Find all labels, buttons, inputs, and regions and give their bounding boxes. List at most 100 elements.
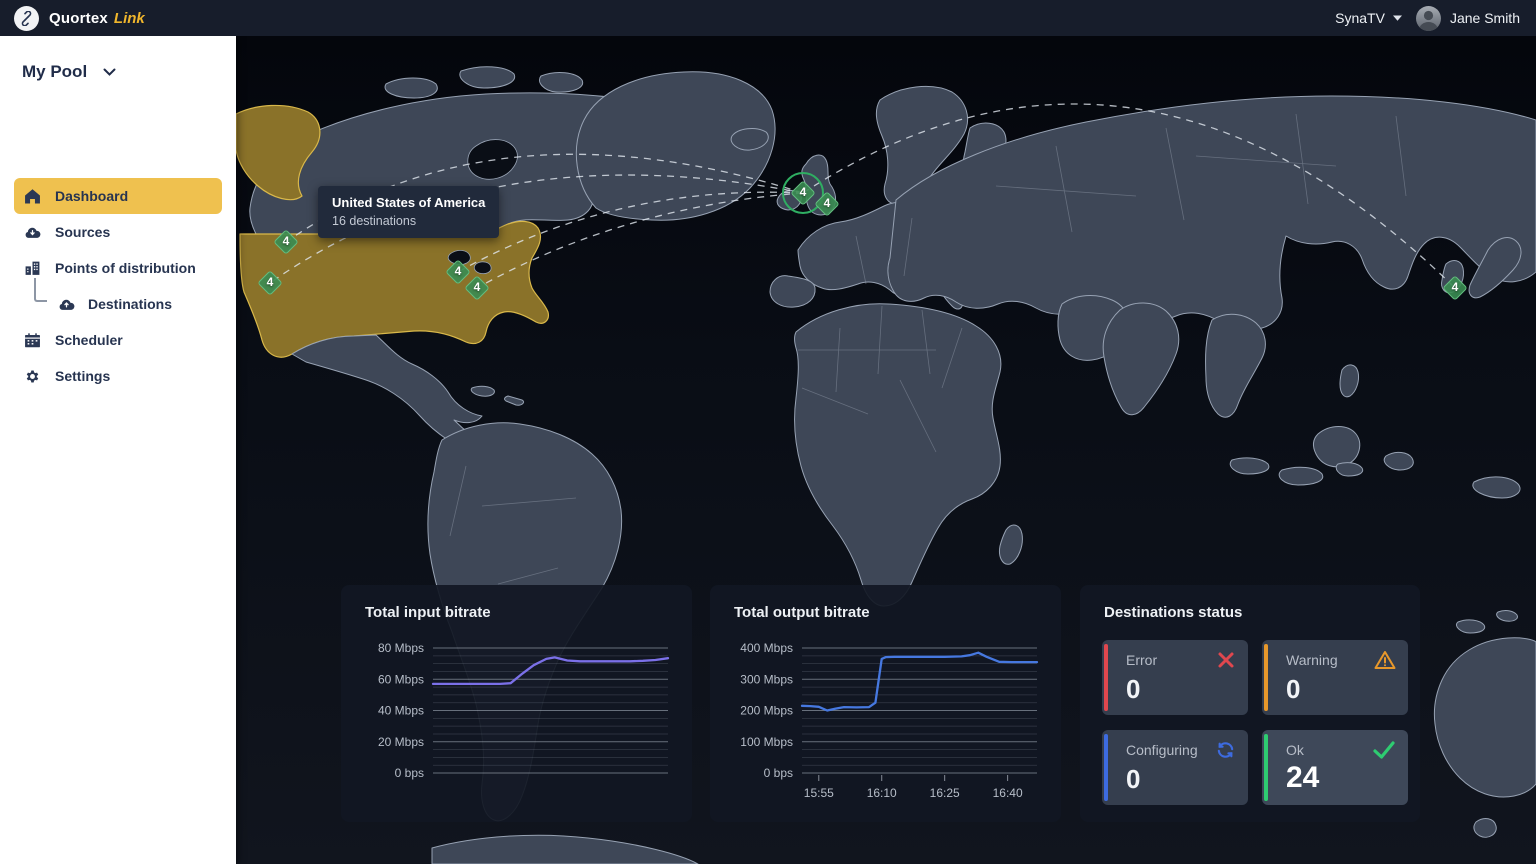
- error-accent-bar: [1104, 644, 1108, 711]
- sidebar-item-label: Settings: [55, 368, 111, 384]
- status-value: 0: [1126, 764, 1141, 794]
- timor-islands: [1456, 610, 1518, 634]
- brand-product: Link: [113, 9, 145, 27]
- sidebar-item-settings[interactable]: Settings: [14, 358, 222, 394]
- status-label: Configuring: [1126, 742, 1198, 758]
- africa: [794, 303, 1002, 607]
- input-bitrate-panel: 0 bps 20 Mbps 40 Mbps 60 Mbps 80 Mbps Total …: [341, 585, 692, 822]
- chevron-down-icon: [1392, 15, 1402, 21]
- madagascar: [999, 524, 1023, 565]
- topbar: Quortex Link SynaTV Jane Smith: [0, 0, 1536, 36]
- status-label: Error: [1126, 652, 1158, 668]
- pool-selector[interactable]: My Pool: [0, 36, 236, 82]
- country-borders: [449, 113, 1407, 585]
- cloud-upload-icon: [59, 299, 75, 310]
- chart-title: Total output bitrate: [734, 604, 870, 621]
- sidebar-menu: Dashboard Sources Points of distribution…: [0, 178, 236, 394]
- tasmania: [1473, 818, 1497, 838]
- borneo: [1313, 426, 1361, 468]
- cloud-download-icon: [25, 227, 41, 238]
- australia: [1433, 637, 1536, 798]
- sidebar-item-sources[interactable]: Sources: [14, 214, 222, 250]
- sidebar-item-label: Dashboard: [55, 188, 129, 204]
- status-card-error: Error 0: [1102, 640, 1248, 715]
- sidebar-item-dashboard[interactable]: Dashboard: [14, 178, 222, 214]
- status-label: Ok: [1286, 742, 1304, 758]
- hudson-bay: [467, 139, 518, 180]
- tree-connector: [34, 278, 47, 302]
- check-icon: [1373, 741, 1395, 759]
- svg-text:400 Mbps: 400 Mbps: [740, 641, 793, 655]
- configuring-accent-bar: [1104, 734, 1108, 801]
- svg-text:16:10: 16:10: [867, 786, 897, 800]
- marker-count: 4: [282, 234, 290, 248]
- warning-triangle-icon: [1374, 651, 1396, 669]
- pool-label: My Pool: [22, 62, 88, 81]
- southeast-asia: [1205, 313, 1266, 418]
- status-card-configuring: Configuring 0: [1102, 730, 1248, 805]
- svg-text:200 Mbps: 200 Mbps: [740, 704, 793, 718]
- panel-title: Destinations status: [1104, 604, 1243, 621]
- sidebar-item-scheduler[interactable]: Scheduler: [14, 322, 222, 358]
- svg-text:0 bps: 0 bps: [764, 766, 793, 780]
- svg-text:16:40: 16:40: [993, 786, 1023, 800]
- pulse-ring: [782, 172, 824, 214]
- ok-accent-bar: [1264, 734, 1268, 801]
- svg-text:80 Mbps: 80 Mbps: [378, 641, 424, 655]
- brand-name: Quortex: [49, 9, 108, 27]
- user-menu[interactable]: Jane Smith: [1415, 5, 1520, 31]
- sync-icon: [1217, 742, 1234, 758]
- gear-icon: [26, 369, 39, 383]
- status-card-warning: Warning 0: [1262, 640, 1408, 715]
- iberia: [769, 275, 816, 308]
- status-value: 0: [1286, 674, 1301, 704]
- country-mexico-central-america: [291, 334, 492, 458]
- sidebar-item-label: Points of distribution: [55, 260, 196, 276]
- country-iceland: [730, 128, 769, 151]
- avatar: [1415, 5, 1441, 31]
- philippines: [1339, 364, 1359, 398]
- home-icon: [25, 188, 40, 204]
- output-bitrate-panel: 0 bps 100 Mbps 200 Mbps 300 Mbps 400 Mbps 15:…: [710, 585, 1061, 822]
- country-greenland: [575, 71, 776, 221]
- status-cards: Error 0 Warning 0 Configuring 0 Ok 24: [1102, 640, 1408, 806]
- marker-count: 4: [266, 275, 274, 289]
- svg-text:300 Mbps: 300 Mbps: [740, 672, 793, 686]
- alaska-highlighted: [236, 104, 321, 201]
- sidebar-item-points-of-distribution[interactable]: Points of distribution: [14, 250, 222, 286]
- usa-highlighted: [239, 220, 549, 358]
- chevron-down-icon: [103, 68, 116, 76]
- error-x-icon: [1218, 652, 1234, 668]
- svg-text:60 Mbps: 60 Mbps: [378, 672, 424, 686]
- svg-text:16:25: 16:25: [930, 786, 960, 800]
- marker-count: 4: [1451, 280, 1459, 294]
- svg-text:15:55: 15:55: [804, 786, 834, 800]
- status-value: 24: [1286, 761, 1320, 794]
- marker-count: 4: [454, 264, 462, 278]
- great-lakes: [447, 250, 492, 275]
- org-switcher[interactable]: SynaTV: [1335, 10, 1402, 26]
- sidebar-item-destinations[interactable]: Destinations: [14, 278, 222, 322]
- tooltip-destination-count: 16 destinations: [332, 214, 417, 228]
- caribbean-islands: [470, 385, 525, 406]
- indonesia: [1229, 451, 1521, 499]
- org-name: SynaTV: [1335, 10, 1385, 26]
- antarctica-edge: [431, 834, 699, 864]
- sidebar-item-label: Scheduler: [55, 332, 123, 348]
- quortex-link-icon: [14, 5, 39, 31]
- country-tooltip: United States of America 16 destinations: [318, 186, 500, 238]
- input-bitrate-chart: 0 bps 20 Mbps 40 Mbps 60 Mbps 80 Mbps: [378, 641, 670, 780]
- india: [1102, 302, 1180, 416]
- brand-logo: Quortex Link: [0, 5, 145, 31]
- sidebar-item-label: Destinations: [88, 296, 173, 312]
- destinations-status-panel: Destinations status Error 0 Warning 0 Co…: [1080, 585, 1420, 822]
- output-bitrate-chart: 0 bps 100 Mbps 200 Mbps 300 Mbps 400 Mbps 15:…: [740, 641, 1039, 800]
- warning-accent-bar: [1264, 644, 1268, 711]
- status-value: 0: [1126, 674, 1141, 704]
- marker-count: 4: [823, 196, 831, 210]
- eurasia: [887, 95, 1536, 331]
- svg-text:20 Mbps: 20 Mbps: [378, 735, 424, 749]
- svg-text:40 Mbps: 40 Mbps: [378, 704, 424, 718]
- building-icon: [25, 261, 40, 275]
